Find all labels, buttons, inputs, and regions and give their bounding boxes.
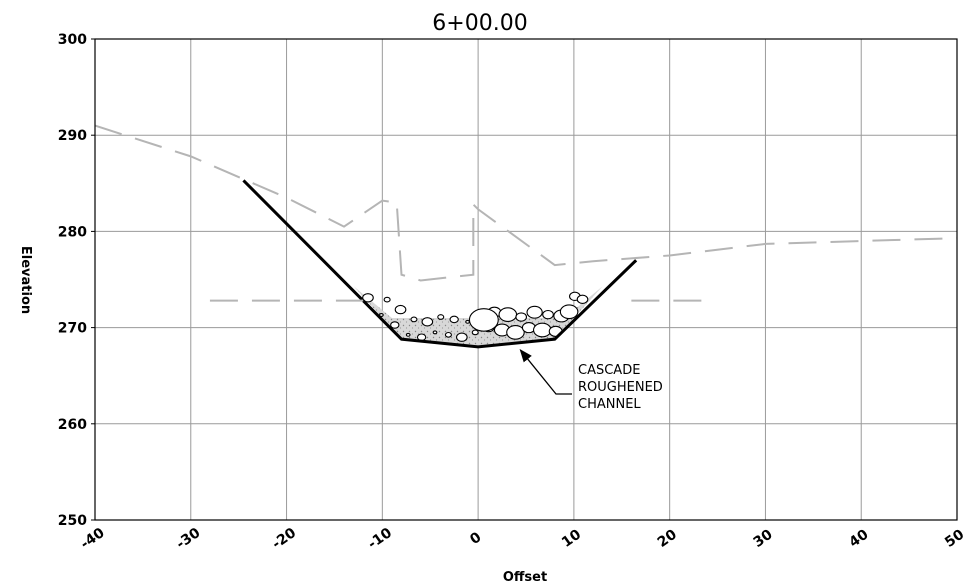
annotation-line: CASCADE <box>578 363 640 378</box>
y-axis-label: Elevation <box>18 246 33 314</box>
boulder <box>468 308 499 332</box>
y-tick-label: 290 <box>58 128 87 144</box>
boulder <box>526 305 543 319</box>
x-tick-label: 0 <box>467 529 484 548</box>
chart-title: 6+00.00 <box>432 11 527 36</box>
boulder <box>542 309 554 320</box>
x-tick-label: 20 <box>655 526 680 550</box>
boulder <box>576 294 589 304</box>
boulder <box>432 330 438 335</box>
x-tick-label: 30 <box>751 526 776 550</box>
y-tick-labels: 250 260 270 280 290 300 <box>58 32 95 529</box>
boulder <box>421 317 434 327</box>
x-tick-label: 10 <box>559 526 584 550</box>
boulder <box>449 315 459 324</box>
annotation-line: CHANNEL <box>578 397 641 412</box>
y-tick-label: 260 <box>58 417 87 433</box>
series-lines <box>94 124 958 349</box>
x-tick-label: 40 <box>846 526 871 550</box>
grid-lines <box>94 38 958 521</box>
boulder-rocks <box>362 291 589 342</box>
x-tick-labels: -40 -30 -20 -10 0 10 20 30 40 50 <box>78 525 964 553</box>
proposed-grade-line <box>242 179 638 349</box>
x-tick-label: -20 <box>269 525 299 553</box>
boulder <box>515 312 528 322</box>
y-tick-label: 270 <box>58 321 87 337</box>
y-tick-label: 250 <box>58 513 87 529</box>
boulder <box>559 304 579 320</box>
annotation-leader <box>519 349 572 395</box>
boulder <box>383 296 391 303</box>
boulder <box>444 331 452 338</box>
boulder <box>532 322 552 338</box>
x-tick-label: 50 <box>942 526 964 550</box>
plot-frame <box>94 38 958 521</box>
x-tick-label: -10 <box>365 525 395 553</box>
boulder <box>455 332 468 342</box>
boulder <box>506 325 525 340</box>
x-axis-label: Offset <box>503 570 547 585</box>
existing-ground-line <box>94 124 958 282</box>
annotation-line: ROUGHENED <box>578 380 663 395</box>
annotation: CASCADE ROUGHENED CHANNEL <box>519 349 663 412</box>
boulder <box>410 316 418 323</box>
y-tick-label: 300 <box>58 32 87 48</box>
x-tick-label: -30 <box>174 525 204 553</box>
boulder <box>394 304 407 315</box>
boulder <box>471 329 479 336</box>
boulder <box>362 293 374 303</box>
boulder <box>498 307 518 322</box>
boulder <box>390 321 400 329</box>
y-tick-label: 280 <box>58 224 87 240</box>
boulder <box>437 314 445 320</box>
boulder <box>405 332 411 337</box>
boulder <box>465 319 470 324</box>
